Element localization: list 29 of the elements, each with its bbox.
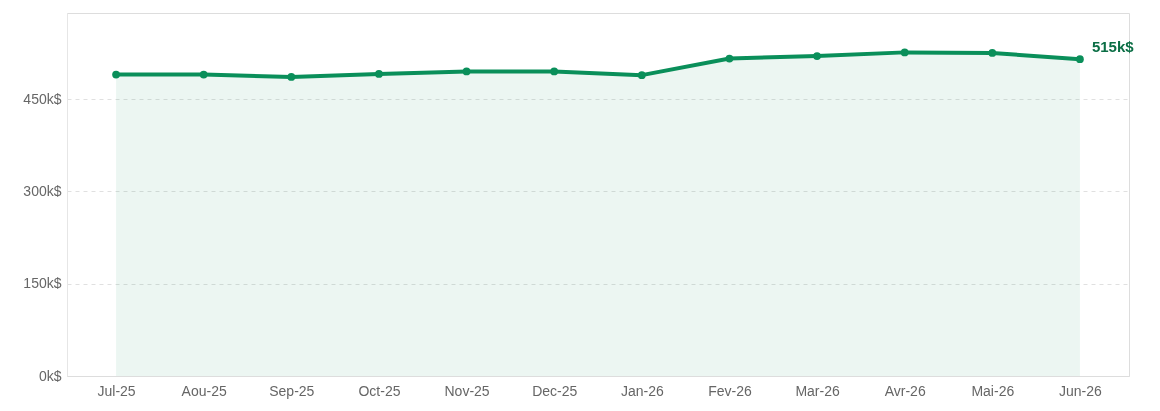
point (375, 70, 383, 78)
point (813, 52, 821, 60)
point (550, 67, 559, 76)
x-tick-label: Jun-26 (1059, 382, 1103, 399)
y-tick-label: 300k$ (23, 182, 62, 199)
y-tick-label: 450k$ (23, 90, 62, 107)
x-tick-label: Fev-26 (708, 382, 752, 399)
x-tick-label: Oct-25 (358, 382, 401, 399)
point (199, 70, 208, 79)
x-tick-label: Mai-26 (971, 382, 1015, 399)
point (988, 49, 997, 57)
x-tick-label: Aou-25 (181, 382, 227, 399)
x-tick-label: Mar-26 (795, 382, 840, 399)
point (900, 48, 909, 57)
point (462, 67, 471, 76)
x-tick-label: Avr-26 (884, 382, 926, 399)
x-tick-label: Dec-25 (532, 382, 578, 399)
annotation: 515k$ (1091, 38, 1135, 56)
x-tick-label: Sep-25 (269, 382, 315, 399)
point (287, 73, 296, 81)
point (112, 70, 120, 79)
x-tick-label: Jul-25 (97, 382, 136, 399)
point (637, 71, 646, 80)
x-tick-label: Nov-25 (444, 382, 490, 399)
y-tick-label: 0k$ (38, 367, 62, 384)
point (725, 54, 734, 63)
point (1076, 55, 1084, 64)
x-tick-label: Jan-26 (620, 382, 664, 399)
y-tick-label: 150k$ (23, 275, 62, 292)
